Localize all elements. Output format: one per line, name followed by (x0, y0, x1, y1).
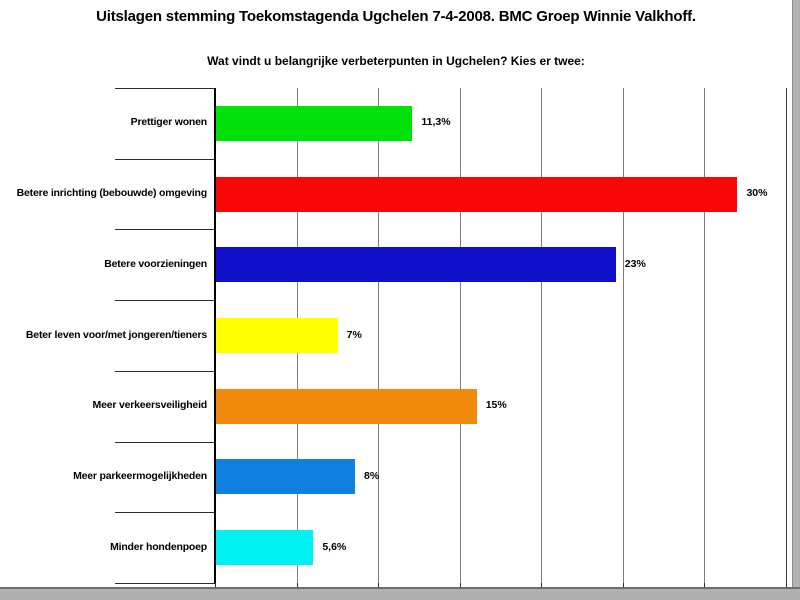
gridline (704, 88, 706, 583)
bar (216, 459, 356, 495)
chart-title: Uitslagen stemming Toekomstagenda Ugchel… (96, 8, 696, 25)
category-label: Betere voorzieningen (104, 257, 207, 270)
category-axis-tick (115, 583, 215, 584)
value-axis-tick (296, 583, 298, 590)
category-label: Prettiger wonen (130, 116, 208, 129)
value-label: 23% (624, 257, 646, 270)
category-axis-tick (115, 88, 215, 89)
window-frame-bottom (0, 587, 800, 600)
value-axis-tick (459, 583, 461, 590)
value-label: 5,6% (322, 540, 347, 553)
category-axis-tick (115, 158, 215, 160)
category-axis-tick (115, 441, 215, 443)
gridline (541, 88, 543, 583)
value-label: 11,3% (421, 116, 451, 129)
value-label: 7% (346, 328, 362, 341)
bar (216, 318, 338, 353)
category-axis-tick (115, 229, 215, 231)
gridline (786, 88, 787, 583)
value-label: 30% (746, 187, 768, 200)
value-axis-tick (541, 583, 543, 590)
category-axis-tick (115, 370, 215, 372)
value-label: 15% (485, 399, 507, 412)
gridline (378, 88, 380, 583)
category-label: Meer parkeermogelijkheden (73, 469, 207, 482)
category-label: Meer verkeersveiligheid (92, 399, 208, 412)
value-axis-tick (704, 583, 706, 590)
value-axis-tick (622, 583, 624, 590)
category-label: Minder hondenpoep (110, 540, 207, 553)
chart-subtitle: Wat vindt u belangrijke verbeterpunten i… (207, 54, 585, 68)
window-frame-right (792, 0, 800, 600)
bar (216, 530, 314, 566)
value-axis-tick (786, 583, 787, 590)
category-label: Beter leven voor/met jongeren/tieners (25, 328, 207, 341)
category-axis (214, 88, 216, 583)
value-label: 8% (364, 469, 380, 482)
bar (216, 176, 738, 212)
gridline (622, 88, 624, 583)
gridline (459, 88, 461, 583)
bar (216, 388, 477, 424)
value-axis-tick (215, 583, 216, 590)
bar (216, 247, 616, 283)
value-axis-tick (378, 583, 380, 590)
category-label: Betere inrichting (bebouwde) omgeving (16, 187, 208, 200)
bar (216, 105, 413, 141)
category-axis-tick (115, 300, 215, 302)
category-axis-tick (115, 512, 215, 514)
